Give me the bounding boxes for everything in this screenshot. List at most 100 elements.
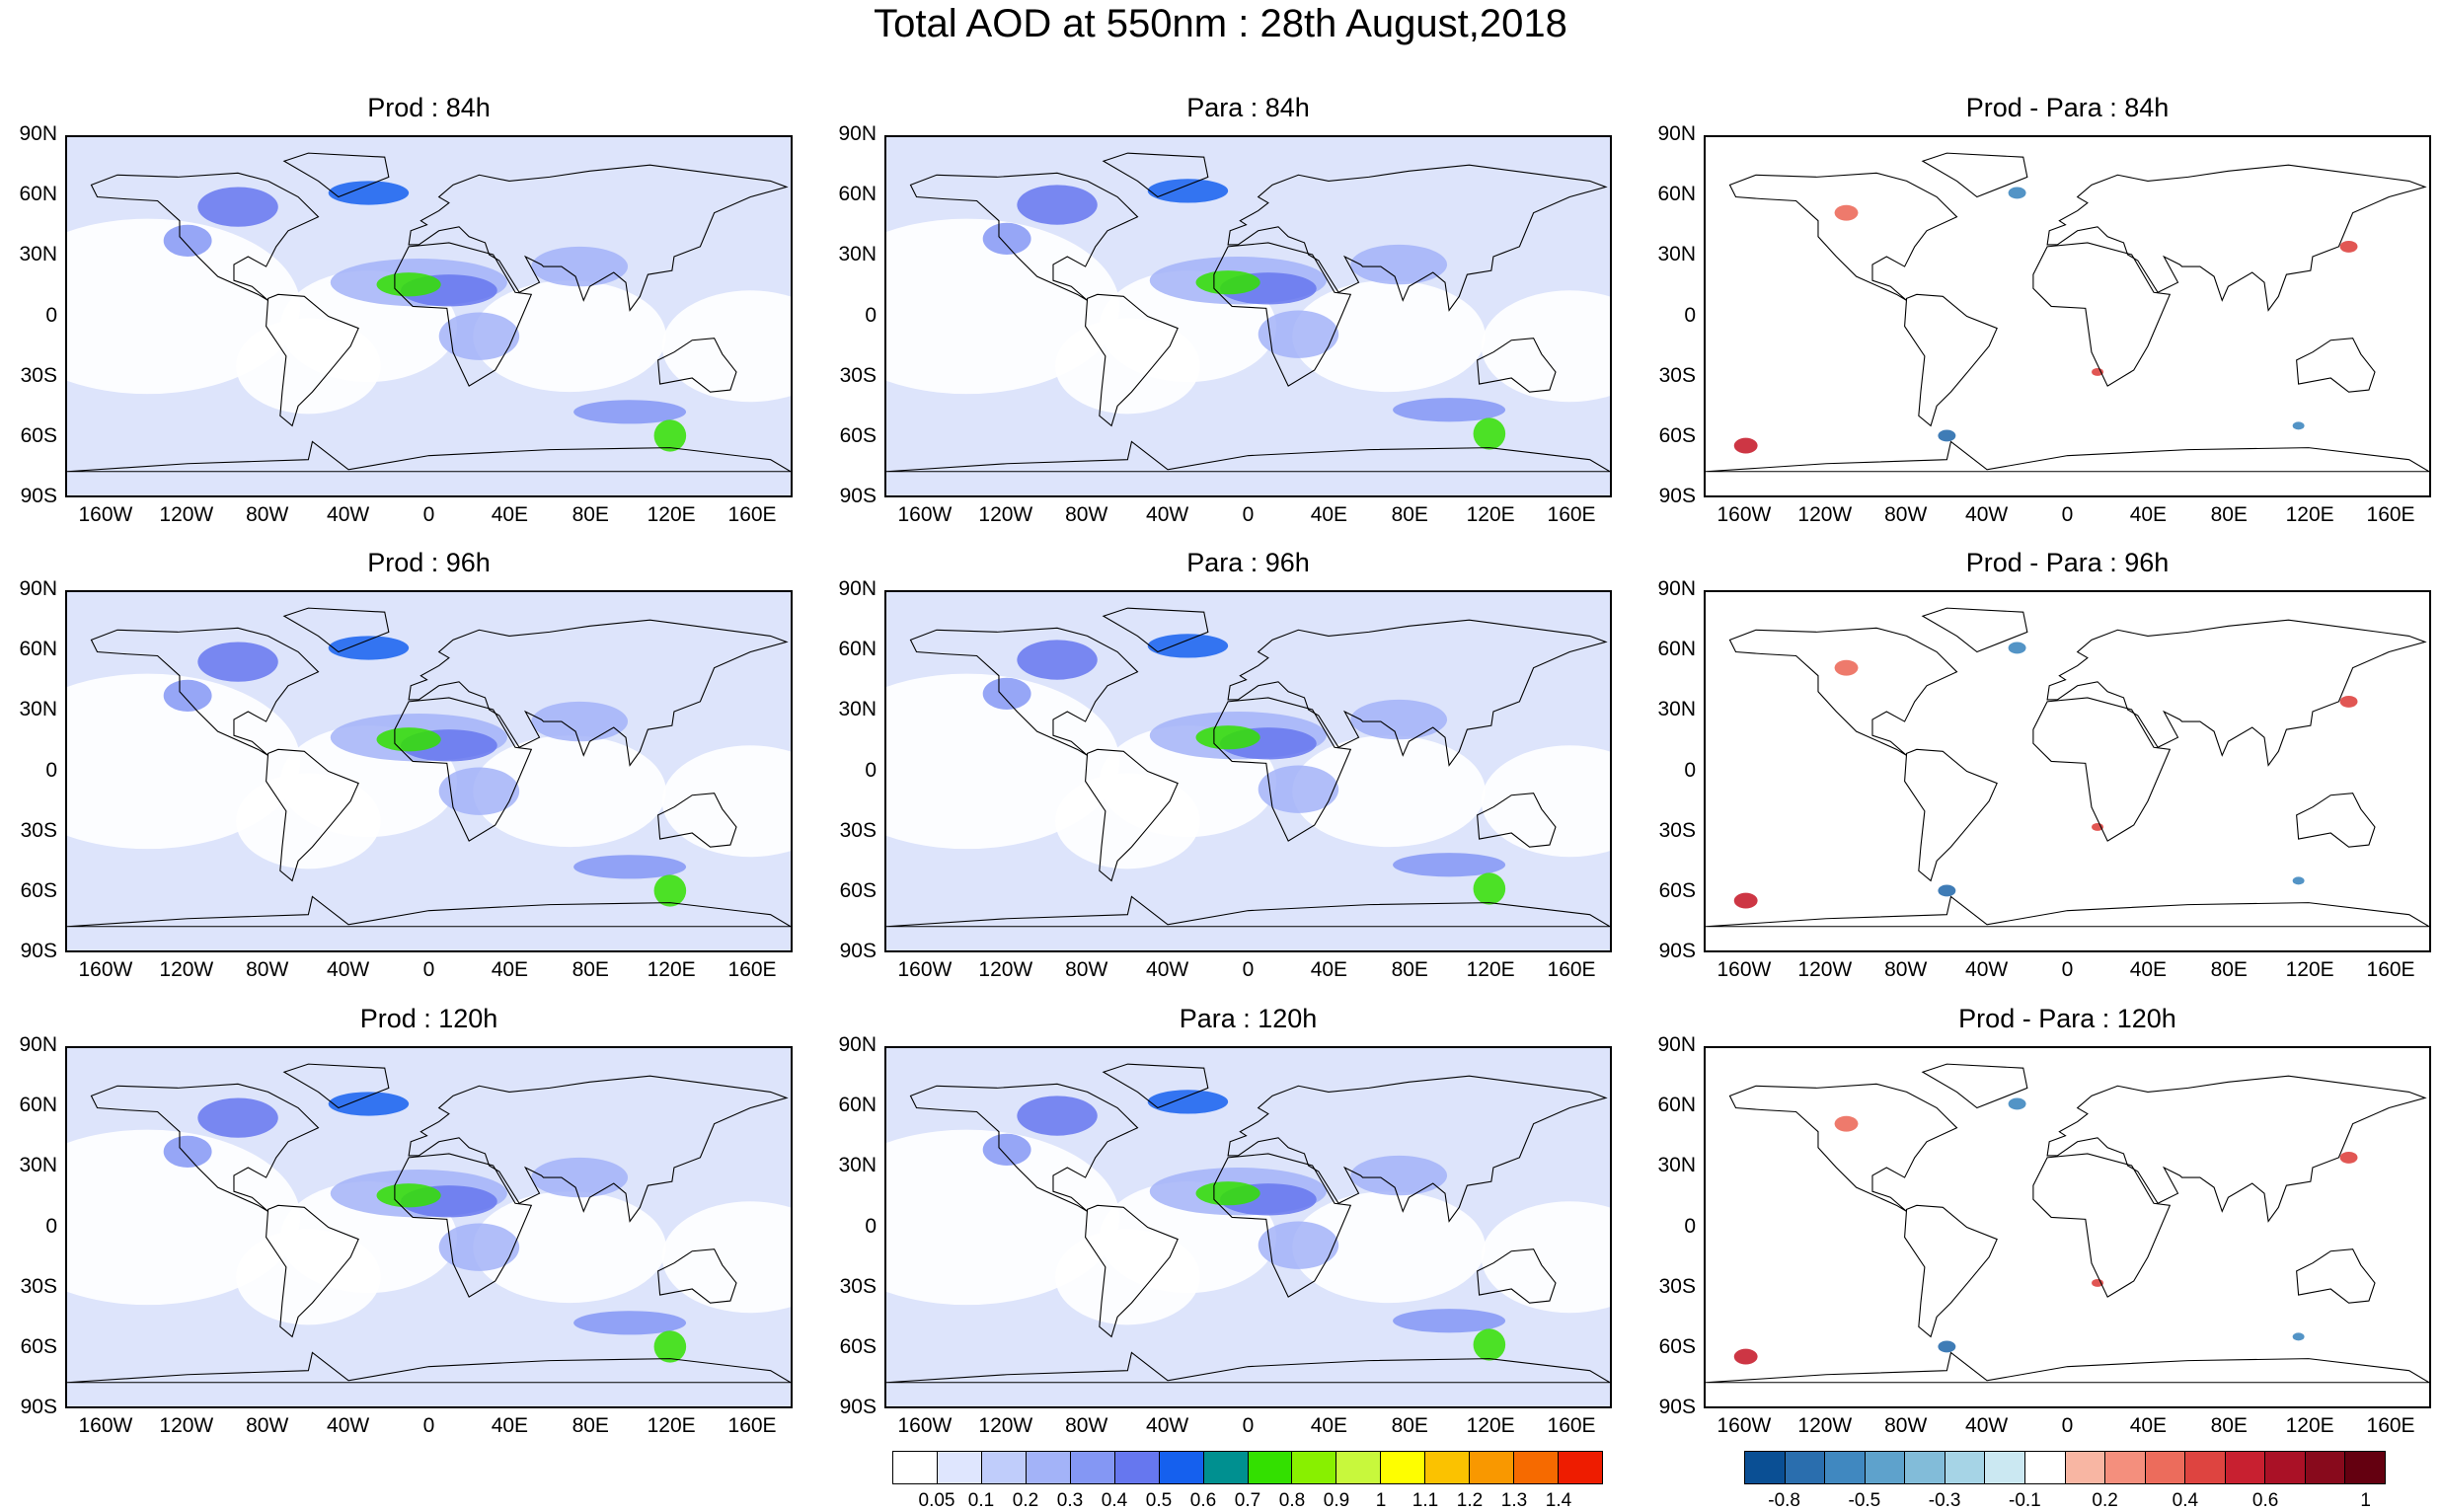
colorbar-swatch bbox=[1945, 1452, 1986, 1483]
latitude-label: 30S bbox=[1658, 818, 1696, 842]
latitude-label: 0 bbox=[1684, 758, 1696, 782]
world-map bbox=[67, 137, 791, 495]
difference-patch bbox=[2008, 187, 2026, 199]
coastline bbox=[1477, 1248, 1557, 1304]
coastline bbox=[1706, 440, 2429, 473]
panel-title: Prod - Para : 84h bbox=[1965, 93, 2170, 122]
coastline bbox=[2032, 242, 2172, 387]
difference-patch bbox=[1834, 1115, 1859, 1132]
colorbar-swatch bbox=[1425, 1452, 1471, 1483]
longitude-label: 0 bbox=[422, 958, 435, 981]
latitude-label: 60S bbox=[839, 1334, 877, 1358]
latitude-label: 30N bbox=[1657, 243, 1696, 266]
colorbar-label: -0.8 bbox=[1768, 1490, 1800, 1511]
latitude-label: 30S bbox=[20, 1274, 57, 1298]
latitude-label: 30S bbox=[839, 363, 877, 387]
latitude-label: 30S bbox=[839, 1274, 877, 1298]
longitude-label: 40W bbox=[1146, 1414, 1189, 1437]
difference-colorbar bbox=[1744, 1451, 2386, 1484]
colorbar-swatch bbox=[2145, 1452, 2186, 1483]
difference-patch bbox=[1938, 884, 1956, 897]
coastline bbox=[1477, 338, 1557, 393]
aerosol-plume bbox=[1350, 244, 1448, 285]
coastline bbox=[2296, 793, 2376, 848]
longitude-label: 120W bbox=[159, 1414, 214, 1437]
panel-title: Para : 84h bbox=[1186, 93, 1310, 122]
coastline bbox=[1728, 627, 1958, 756]
coastline bbox=[909, 172, 1139, 301]
latitude-label: 90N bbox=[19, 577, 57, 600]
colorbar-swatch bbox=[2105, 1452, 2146, 1483]
colorbar-swatch bbox=[1159, 1452, 1204, 1483]
colorbar-label: 1.2 bbox=[1456, 1490, 1484, 1511]
colorbar-swatch bbox=[2225, 1452, 2266, 1483]
longitude-label: 40W bbox=[1146, 958, 1189, 981]
colorbar-swatch bbox=[1203, 1452, 1249, 1483]
map-panel bbox=[65, 1046, 793, 1408]
aod-colorbar bbox=[892, 1451, 1603, 1484]
latitude-label: 60N bbox=[1657, 183, 1696, 206]
map-panel bbox=[65, 590, 793, 952]
aerosol-plume bbox=[376, 727, 441, 752]
colorbar-swatch bbox=[1292, 1452, 1337, 1483]
latitude-label: 60S bbox=[1658, 423, 1696, 447]
longitude-label: 0 bbox=[1242, 503, 1255, 526]
latitude-label: 30S bbox=[1658, 363, 1696, 387]
colorbar-label: 0.9 bbox=[1323, 1490, 1350, 1511]
longitude-label: 160E bbox=[1547, 503, 1596, 526]
longitude-label: 40E bbox=[491, 1414, 529, 1437]
coastline bbox=[1227, 1075, 1608, 1223]
latitude-label: 60N bbox=[838, 638, 877, 661]
longitude-label: 160W bbox=[78, 503, 133, 526]
coastline bbox=[282, 607, 390, 653]
coastline bbox=[1921, 607, 2028, 653]
world-map bbox=[886, 137, 1610, 495]
latitude-label: 60N bbox=[838, 183, 877, 206]
aerosol-plume bbox=[1147, 1090, 1229, 1114]
coastline bbox=[90, 627, 320, 756]
longitude-label: 80E bbox=[2210, 1414, 2248, 1437]
coastline bbox=[1706, 1351, 2429, 1384]
coastline bbox=[2046, 164, 2427, 312]
latitude-label: 0 bbox=[865, 1214, 877, 1238]
longitude-label: 120E bbox=[1466, 1414, 1515, 1437]
difference-patch bbox=[2008, 1097, 2026, 1110]
latitude-label: 60S bbox=[1658, 878, 1696, 902]
clear-region bbox=[236, 773, 381, 869]
coastline bbox=[1904, 748, 1998, 882]
colorbar-swatch bbox=[1336, 1452, 1382, 1483]
colorbar-label: 0.4 bbox=[2172, 1490, 2199, 1511]
coastline bbox=[1102, 607, 1209, 653]
longitude-label: 120E bbox=[2285, 503, 2334, 526]
longitude-label: 160W bbox=[1716, 503, 1772, 526]
coastline bbox=[1227, 619, 1608, 767]
longitude-label: 40E bbox=[1310, 1414, 1348, 1437]
latitude-label: 0 bbox=[1684, 303, 1696, 327]
aerosol-plume bbox=[328, 1092, 410, 1116]
clear-region bbox=[1055, 1229, 1200, 1325]
aerosol-plume bbox=[1258, 1221, 1339, 1269]
aerosol-plume bbox=[376, 272, 441, 297]
longitude-label: 160E bbox=[727, 503, 777, 526]
coastline bbox=[657, 1248, 737, 1304]
coastline bbox=[886, 440, 1610, 473]
coastline bbox=[1921, 1063, 2028, 1109]
aerosol-plume bbox=[163, 1135, 212, 1168]
longitude-label: 0 bbox=[2061, 1414, 2074, 1437]
longitude-label: 0 bbox=[2061, 503, 2074, 526]
map-panel bbox=[65, 135, 793, 497]
difference-patch bbox=[2292, 876, 2305, 885]
longitude-label: 160E bbox=[1547, 1414, 1596, 1437]
colorbar-label: 0.05 bbox=[918, 1490, 955, 1511]
colorbar-swatch bbox=[2065, 1452, 2106, 1483]
longitude-label: 160W bbox=[78, 958, 133, 981]
aerosol-plume bbox=[376, 1183, 441, 1208]
longitude-label: 120E bbox=[2285, 1414, 2334, 1437]
coastline bbox=[1213, 242, 1352, 387]
colorbar-label: 1 bbox=[2360, 1490, 2371, 1511]
coastline bbox=[282, 152, 390, 198]
coastline bbox=[408, 1075, 789, 1223]
world-map bbox=[1706, 137, 2429, 495]
colorbar-label: -0.3 bbox=[1928, 1490, 1961, 1511]
latitude-label: 60N bbox=[1657, 638, 1696, 661]
